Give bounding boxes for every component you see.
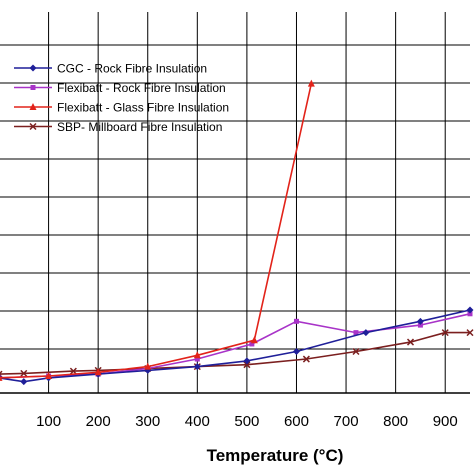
data-point <box>29 64 37 72</box>
data-point <box>466 329 474 337</box>
series-path <box>0 331 470 375</box>
data-point <box>193 363 201 371</box>
series-layer <box>0 79 474 386</box>
series-path <box>0 313 471 379</box>
data-point <box>249 341 255 347</box>
legend-label: Flexibatt - Glass Fibre Insulation <box>57 101 229 115</box>
series-line <box>0 311 473 381</box>
data-point <box>194 356 200 362</box>
data-point <box>352 347 360 356</box>
data-point <box>417 322 423 328</box>
legend-item: Flexibatt - Glass Fibre Insulation <box>14 101 229 115</box>
legend-item: Flexibatt - Rock Fibre Insulation <box>14 81 226 95</box>
data-point <box>307 79 315 87</box>
data-point <box>441 329 449 337</box>
x-tick-label: 500 <box>234 413 259 430</box>
data-point <box>20 369 28 377</box>
x-tick-label: 900 <box>433 413 458 430</box>
data-point <box>406 338 415 346</box>
data-point <box>144 362 152 370</box>
data-point <box>94 368 102 376</box>
data-point <box>29 122 37 131</box>
data-point <box>466 306 474 314</box>
data-point <box>243 357 251 365</box>
data-point <box>45 372 53 380</box>
series-line <box>0 306 474 386</box>
data-point <box>416 317 424 325</box>
data-point <box>362 329 370 337</box>
data-point <box>293 318 299 324</box>
legend-label: SBP- Millboard Fibre Insulation <box>57 120 222 134</box>
x-tick-label: 300 <box>135 413 160 430</box>
x-tick-label: 800 <box>383 413 408 430</box>
data-point <box>0 375 3 381</box>
data-point <box>20 378 28 386</box>
x-tick-label: 700 <box>334 413 359 430</box>
x-tick-label: 200 <box>86 413 111 430</box>
legend-item: SBP- Millboard Fibre Insulation <box>14 120 222 134</box>
data-point <box>193 351 201 359</box>
series-line <box>0 79 315 381</box>
x-tick-label: 400 <box>185 413 210 430</box>
axes: 100 200 300 400 500 600 700 800 900 <box>0 392 470 430</box>
legend-label: Flexibatt - Rock Fibre Insulation <box>57 81 226 95</box>
data-point <box>243 361 251 369</box>
x-tick-label: 100 <box>36 413 61 430</box>
data-point <box>353 330 359 336</box>
data-point <box>29 103 37 110</box>
data-point <box>467 311 473 317</box>
x-tick-label: 600 <box>284 413 309 430</box>
data-point <box>250 336 258 344</box>
x-axis-title: Temperature (°C) <box>207 446 344 465</box>
series-line <box>0 329 474 378</box>
data-point <box>292 348 300 356</box>
data-point <box>30 85 36 90</box>
legend-item: CGC - Rock Fibre Insulation <box>14 62 207 76</box>
gridlines <box>0 12 470 393</box>
data-point <box>302 355 310 363</box>
data-point <box>69 367 77 375</box>
legend: CGC - Rock Fibre Insulation Flexibatt - R… <box>14 62 229 134</box>
legend-label: CGC - Rock Fibre Insulation <box>57 62 207 76</box>
